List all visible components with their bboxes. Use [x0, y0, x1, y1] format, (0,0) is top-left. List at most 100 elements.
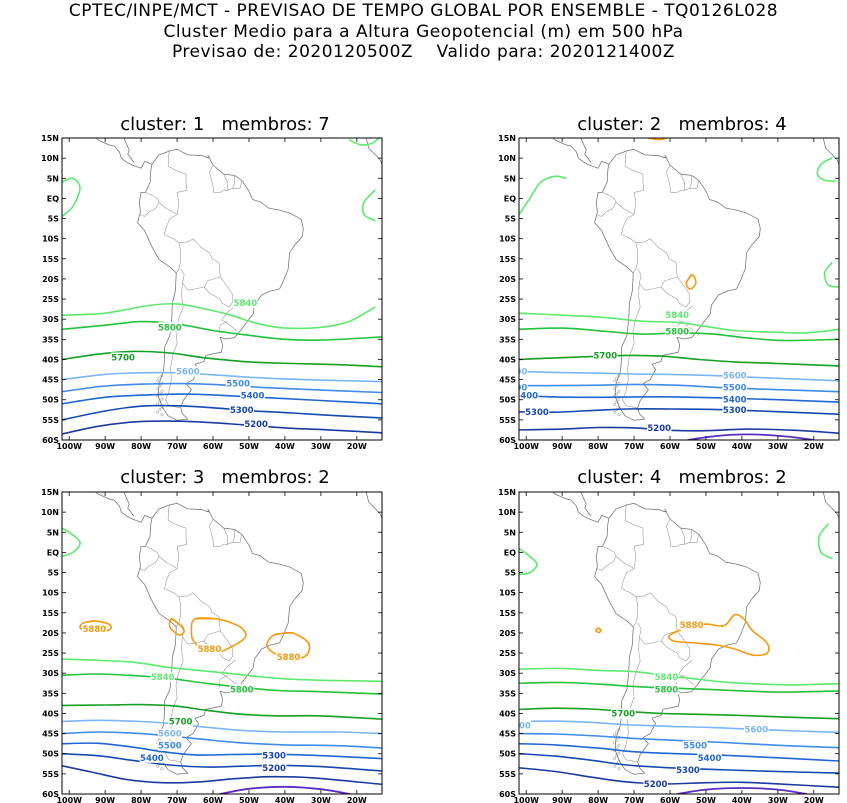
island: [613, 733, 617, 737]
country-border: [165, 636, 184, 763]
contour-5880: [168, 618, 186, 636]
country-border: [660, 276, 691, 308]
lat-label: EQ: [504, 548, 516, 557]
contour-label: 5300: [525, 408, 549, 418]
island: [617, 743, 621, 747]
lat-label: 50S: [42, 396, 59, 405]
contour-label-bg: [697, 752, 722, 763]
country-border: [680, 174, 692, 191]
island: [617, 413, 621, 417]
country-border: [689, 180, 700, 189]
country-border: [637, 268, 678, 291]
country-border: [596, 192, 617, 217]
lat-label: 55S: [499, 770, 516, 779]
lat-label: 15N: [41, 134, 59, 143]
contour-5880: [685, 274, 697, 290]
contour-label-bg: [665, 326, 690, 337]
contour-5300: [62, 752, 382, 772]
contour-label: 5300: [262, 752, 286, 762]
lon-label: 100W: [513, 796, 539, 803]
contour-label-bg: [524, 406, 550, 417]
coastline: [137, 502, 304, 775]
lon-label: 100W: [56, 796, 82, 803]
coastline: [123, 492, 135, 517]
island: [160, 413, 164, 417]
contour-label: 5200: [244, 420, 268, 430]
coastline: [663, 508, 667, 513]
panel-1-title: cluster: 1 membros: 7: [120, 114, 330, 135]
lat-label: 40S: [42, 355, 59, 364]
lat-label: 50S: [42, 750, 59, 759]
coastline: [137, 148, 304, 421]
lon-label: 20W: [347, 442, 367, 451]
contour-label: 5600: [507, 722, 531, 732]
lat-label: EQ: [47, 548, 59, 557]
contour-label-bg: [675, 764, 701, 775]
contour-label: 5700: [111, 353, 135, 363]
contour-label-bg: [157, 728, 183, 739]
panel-4-title: cluster: 4 membros: 2: [577, 467, 787, 488]
map-frame: [61, 137, 383, 441]
lat-label: 10S: [499, 235, 516, 244]
island: [158, 408, 162, 412]
lon-label: 50W: [696, 796, 716, 803]
contour-5840: [348, 138, 380, 146]
lat-label: 60S: [42, 790, 59, 799]
lat-label: 5S: [48, 215, 60, 224]
island: [617, 767, 621, 771]
contour-label-bg: [722, 394, 747, 405]
contour-5200: [519, 426, 839, 434]
lat-label: 5N: [504, 528, 516, 537]
island: [613, 402, 617, 406]
coastline: [123, 138, 135, 163]
island: [156, 410, 160, 414]
contour-5600: [62, 371, 382, 383]
contour-5800: [519, 681, 839, 693]
country-border: [139, 192, 160, 217]
contour-5700: [519, 354, 839, 367]
map-panel-1: 5840 5800 5700 5600 5500 5400 5300 5200 15N 10N 5N…: [41, 134, 383, 451]
coastline: [552, 138, 610, 169]
contour-label: 5600: [504, 368, 528, 378]
lon-label: 70W: [167, 796, 187, 803]
country-border: [624, 504, 645, 569]
lat-label: 20S: [499, 629, 516, 638]
island: [617, 728, 621, 732]
coastline: [206, 508, 210, 513]
lat-label: 25S: [42, 295, 59, 304]
contour-5840: [62, 177, 81, 218]
lon-label: 30W: [311, 796, 331, 803]
lon-label: 40W: [275, 796, 295, 803]
country-border: [635, 592, 678, 631]
contour-label-bg: [261, 762, 287, 773]
lon-label: 20W: [804, 796, 824, 803]
lon-label: 20W: [804, 442, 824, 451]
lon-label: 80W: [588, 796, 608, 803]
contour-label: 5700: [611, 709, 635, 719]
lat-label: 20S: [499, 275, 516, 284]
contour-5880: [595, 627, 602, 634]
contour-label: 5800: [158, 323, 182, 333]
contour-5880: [190, 617, 247, 654]
country-border: [596, 546, 617, 571]
contour-5500: [62, 382, 382, 394]
island: [613, 741, 617, 745]
lon-label: 90W: [95, 796, 115, 803]
contour-5200: [62, 765, 382, 786]
lon-label: 90W: [552, 442, 572, 451]
island: [615, 746, 619, 750]
contour-label-bg: [276, 652, 301, 663]
island: [156, 764, 160, 768]
coastline: [580, 492, 592, 517]
contour-label: 5840: [151, 673, 175, 683]
contour-5700: [62, 350, 382, 368]
map-frame: [518, 491, 840, 795]
island: [615, 376, 619, 380]
coastline: [206, 154, 210, 159]
contour-5840: [62, 527, 81, 558]
contour-label-bg: [150, 672, 175, 683]
lon-label: 50W: [696, 442, 716, 451]
contour-label: 5600: [723, 372, 747, 382]
country-border: [180, 622, 221, 645]
lon-label: 30W: [768, 442, 788, 451]
